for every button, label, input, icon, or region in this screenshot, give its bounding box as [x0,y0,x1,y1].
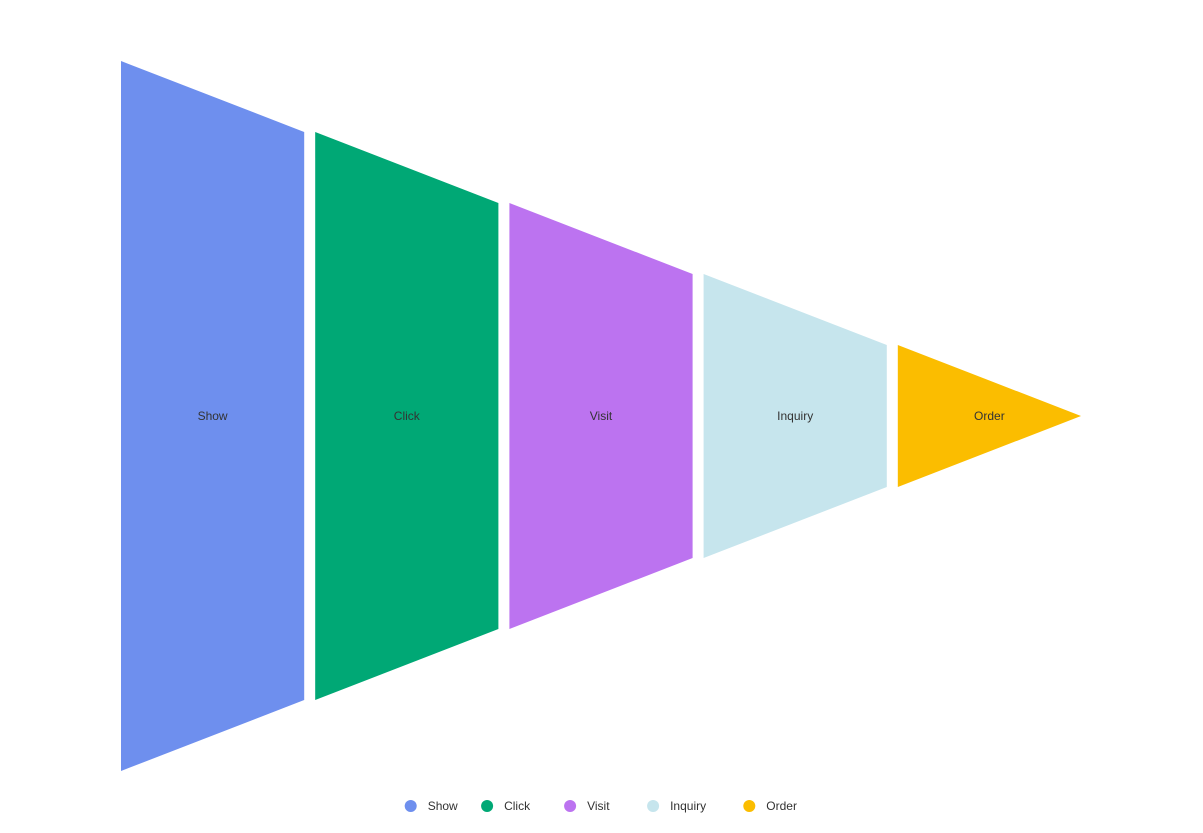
funnel-layer: Show Click Visit Inquiry Order [121,61,1081,771]
legend-marker [743,800,756,812]
funnel-stage-label: Order [974,409,1005,423]
funnel-stage-label: Show [198,409,228,423]
legend-label: Show [428,799,458,813]
legend-label: Visit [587,799,610,813]
legend-item-visit[interactable]: Visit [564,799,610,813]
legend-marker [564,800,577,812]
legend-item-inquiry[interactable]: Inquiry [647,799,706,813]
funnel-stage-visit[interactable] [509,203,693,629]
legend-item-show[interactable]: Show [404,799,458,813]
funnel-stage-inquiry[interactable] [703,274,887,558]
legend-marker [647,800,660,812]
legend-marker [481,800,494,812]
funnel-stage-label: Click [394,409,421,423]
funnel-stage-label: Inquiry [777,409,813,423]
legend-item-click[interactable]: Click [481,799,531,813]
funnel-stage-show[interactable] [121,61,305,771]
legend: Show Click Visit Inquiry Order [404,799,797,813]
legend-label: Order [766,799,797,813]
funnel-stage-order[interactable] [897,345,1081,487]
funnel-stage-click[interactable] [315,132,499,700]
legend-label: Inquiry [670,799,706,813]
legend-item-order[interactable]: Order [743,799,797,813]
legend-marker [404,800,417,812]
legend-label: Click [504,799,531,813]
funnel-stage-label: Visit [590,409,613,423]
